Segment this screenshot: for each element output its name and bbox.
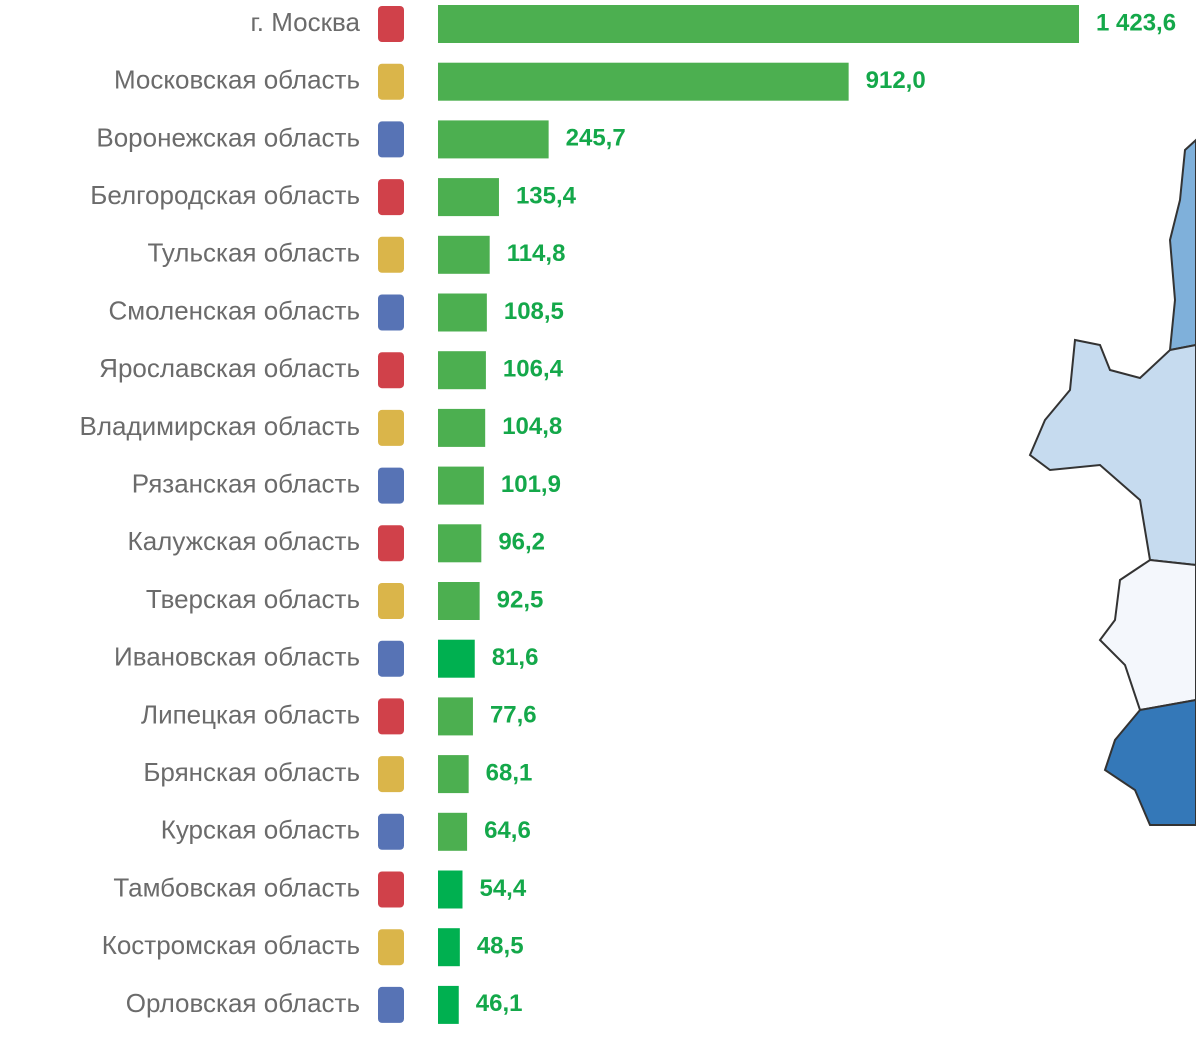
value-label: 48,5 xyxy=(477,933,524,960)
bar xyxy=(438,293,487,332)
emblem xyxy=(378,63,404,100)
emblem xyxy=(378,929,404,966)
category-label: Ярославская область xyxy=(99,353,360,383)
bar xyxy=(438,812,468,851)
value-label: 54,4 xyxy=(479,875,526,902)
category-label: Брянская область xyxy=(143,757,360,787)
bar xyxy=(438,639,475,678)
value-label: 1 423,6 xyxy=(1096,9,1176,36)
category-label: Орловская область xyxy=(126,988,360,1018)
bar xyxy=(438,120,549,159)
bar xyxy=(438,178,499,217)
emblem xyxy=(378,236,404,273)
value-label: 77,6 xyxy=(490,702,537,729)
emblem xyxy=(378,467,404,504)
category-label: Воронежская область xyxy=(96,122,360,152)
emblem xyxy=(378,583,404,619)
bar xyxy=(438,408,486,447)
emblem xyxy=(378,986,404,1023)
value-label: 108,5 xyxy=(504,298,564,325)
emblem xyxy=(378,352,404,389)
emblem xyxy=(378,871,404,908)
category-label: Рязанская область xyxy=(132,468,360,498)
bar xyxy=(438,524,482,563)
value-label: 68,1 xyxy=(486,759,533,786)
category-label: Тульская область xyxy=(147,238,360,268)
category-label: Курская область xyxy=(161,815,360,845)
emblem xyxy=(378,698,404,735)
category-label: Московская область xyxy=(114,65,360,95)
value-label: 106,4 xyxy=(503,356,564,383)
bar xyxy=(438,62,849,101)
category-label: Калужская область xyxy=(128,526,360,556)
category-label: г. Москва xyxy=(250,7,360,37)
value-label: 912,0 xyxy=(866,67,926,94)
bar xyxy=(438,582,480,620)
bar xyxy=(438,235,490,274)
bar xyxy=(438,755,469,794)
bar xyxy=(438,870,463,909)
category-label: Владимирская область xyxy=(79,411,360,441)
category-label: Белгородская область xyxy=(90,180,360,210)
emblem xyxy=(378,294,404,331)
emblem xyxy=(378,640,404,677)
category-label: Тверская область xyxy=(146,584,360,614)
category-label: Смоленская область xyxy=(108,295,360,325)
emblem xyxy=(378,813,404,850)
map xyxy=(1028,138,1196,826)
value-label: 64,6 xyxy=(484,817,531,844)
emblem xyxy=(378,6,404,42)
value-label: 96,2 xyxy=(498,529,545,556)
value-label: 92,5 xyxy=(497,586,544,613)
category-label: Тамбовская область xyxy=(113,872,360,902)
value-label: 245,7 xyxy=(566,125,626,152)
emblem xyxy=(378,525,404,562)
category-label: Костромская область xyxy=(102,930,360,960)
bar xyxy=(438,351,486,390)
emblem xyxy=(378,121,404,158)
bar xyxy=(438,985,459,1024)
value-label: 46,1 xyxy=(476,990,523,1017)
value-label: 114,8 xyxy=(507,240,566,267)
bar xyxy=(438,5,1079,43)
emblem xyxy=(378,756,404,793)
bar xyxy=(438,928,460,967)
category-label: Липецкая область xyxy=(141,699,360,729)
emblem xyxy=(378,179,404,216)
emblem xyxy=(378,409,404,446)
value-label: 104,8 xyxy=(502,413,562,440)
bar xyxy=(438,697,473,736)
value-label: 101,9 xyxy=(501,471,561,498)
value-label: 81,6 xyxy=(492,644,539,671)
category-label: Ивановская область xyxy=(114,642,360,672)
value-label: 135,4 xyxy=(516,182,577,209)
bar xyxy=(438,466,484,505)
